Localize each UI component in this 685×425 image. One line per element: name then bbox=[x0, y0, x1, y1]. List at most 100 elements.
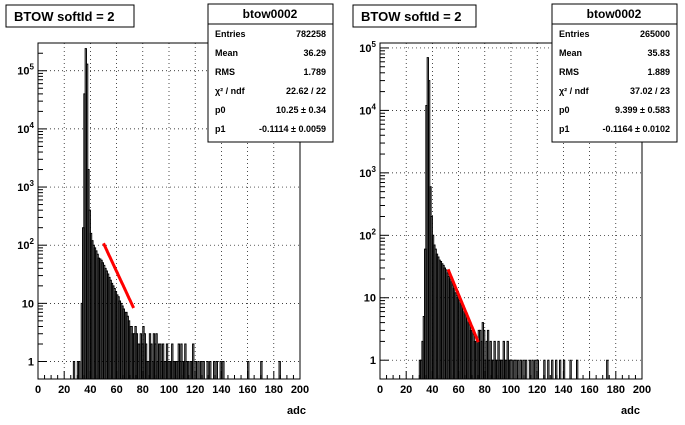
right-y-tick-label: 10 bbox=[364, 293, 376, 305]
left-title-box: BTOW softId = 2 bbox=[5, 4, 135, 28]
left-stats-p1-value: -0.1114 ± 0.0059 bbox=[259, 124, 326, 134]
left-histogram-bin bbox=[199, 360, 203, 379]
right-x-tick-label: 120 bbox=[528, 384, 546, 396]
right-histogram-bin bbox=[486, 329, 490, 379]
left-x-tick-label: 200 bbox=[291, 384, 309, 396]
right-chart-title: BTOW softId = 2 bbox=[361, 9, 462, 24]
right-histogram-bin bbox=[510, 359, 513, 379]
right-stats-rms-value: 1.889 bbox=[647, 67, 670, 77]
left-stats-chi2-label: χ² / ndf bbox=[215, 86, 246, 96]
right-histogram-bin bbox=[543, 359, 546, 379]
right-histogram-bin bbox=[517, 359, 520, 379]
left-histogram-bin bbox=[197, 360, 200, 379]
left-title-frame bbox=[5, 4, 135, 28]
left-x-tick-label: 140 bbox=[212, 384, 230, 396]
right-y-tick-label: 1 bbox=[370, 355, 376, 367]
left-histogram-bin bbox=[278, 360, 281, 379]
left-histogram-bin bbox=[247, 360, 250, 379]
left-stats-rms-value: 1.789 bbox=[303, 67, 326, 77]
left-x-tick-label: 180 bbox=[265, 384, 283, 396]
left-histogram-bin bbox=[194, 360, 198, 379]
right-title-frame bbox=[352, 4, 477, 28]
right-x-tick-label: 100 bbox=[502, 384, 520, 396]
right-fit-curve-group bbox=[446, 268, 480, 343]
right-stats-rms-label: RMS bbox=[559, 67, 579, 77]
right-title-box: BTOW softId = 2 bbox=[352, 4, 477, 28]
left-stats-name: btow0002 bbox=[243, 7, 298, 21]
left-x-tick-label: 60 bbox=[110, 384, 122, 396]
left-stats-mean-label: Mean bbox=[215, 48, 238, 58]
left-fit-curve-group bbox=[102, 242, 135, 309]
right-histogram-bin bbox=[551, 359, 554, 379]
right-histogram-bin bbox=[547, 359, 550, 379]
left-histogram-bin bbox=[78, 360, 81, 379]
right-histogram-bin bbox=[555, 359, 558, 379]
left-stats-rms-label: RMS bbox=[215, 67, 235, 77]
right-x-tick-label: 20 bbox=[400, 384, 412, 396]
right-histogram-bin bbox=[536, 359, 540, 379]
right-x-tick-label: 0 bbox=[377, 384, 383, 396]
left-histogram-panel: 0 20 40 60 80 100 120 140 160 180 200 110102103104… bbox=[5, 3, 334, 417]
left-stats-p0-label: p0 bbox=[215, 105, 226, 115]
right-x-tick-label: 200 bbox=[633, 384, 651, 396]
right-histogram-bin bbox=[576, 359, 579, 379]
left-stats-p0-value: 10.25 ± 0.34 bbox=[276, 105, 326, 115]
right-histogram-series bbox=[418, 57, 609, 379]
right-histogram-bin bbox=[558, 359, 562, 379]
right-stats-mean-value: 35.83 bbox=[647, 48, 670, 58]
right-x-tick-label: 40 bbox=[426, 384, 438, 396]
left-histogram-series bbox=[72, 48, 281, 379]
right-histogram-bin bbox=[519, 359, 522, 379]
right-x-tick-label: 160 bbox=[580, 384, 598, 396]
right-histogram-bin bbox=[524, 359, 528, 379]
right-stats-p1-label: p1 bbox=[559, 124, 570, 134]
right-fit-curve bbox=[446, 268, 480, 343]
right-histogram-bin bbox=[562, 359, 566, 379]
left-histogram-bin bbox=[192, 343, 195, 379]
right-stats-entries-label: Entries bbox=[559, 29, 590, 39]
right-histogram-bin bbox=[569, 359, 572, 379]
left-histogram-bin bbox=[72, 360, 76, 379]
right-stats-entries-value: 265000 bbox=[640, 29, 670, 39]
left-histogram-bin bbox=[219, 360, 222, 379]
left-fit-curve bbox=[102, 242, 135, 309]
right-histogram-bin bbox=[534, 359, 537, 379]
left-histogram-bin bbox=[213, 360, 216, 379]
left-histogram-bin bbox=[155, 333, 158, 379]
left-x-tick-label: 20 bbox=[58, 384, 70, 396]
left-y-tick-label: 10 bbox=[22, 298, 34, 310]
right-histogram-bin bbox=[528, 359, 532, 379]
left-stats-entries-value: 782258 bbox=[296, 29, 326, 39]
right-stats-chi2-value: 37.02 / 23 bbox=[630, 86, 670, 96]
left-histogram-bin bbox=[206, 360, 209, 379]
left-histogram-bin bbox=[260, 360, 263, 379]
left-stats-entries-label: Entries bbox=[215, 29, 246, 39]
left-stats-chi2-value: 22.62 / 22 bbox=[286, 86, 326, 96]
right-stats-p0-label: p0 bbox=[559, 105, 570, 115]
left-histogram-bin bbox=[202, 360, 205, 379]
left-x-tick-label: 0 bbox=[35, 384, 41, 396]
right-stats-p0-value: 9.399 ± 0.583 bbox=[615, 105, 670, 115]
left-stats-box: btow0002 Entries 782258 Mean 36.29 RMS 1… bbox=[207, 3, 334, 143]
right-histogram-bin bbox=[482, 329, 486, 379]
left-x-tick-label: 40 bbox=[84, 384, 96, 396]
right-x-tick-label: 60 bbox=[452, 384, 464, 396]
left-x-axis-title: adc bbox=[287, 405, 306, 417]
right-x-axis-ticks: 0 20 40 60 80 100 120 140 160 180 200 bbox=[377, 371, 651, 396]
left-histogram-bin bbox=[186, 360, 190, 379]
left-histogram-bin bbox=[215, 360, 218, 379]
right-x-tick-label: 80 bbox=[479, 384, 491, 396]
right-histogram-bin bbox=[522, 359, 525, 379]
right-stats-box: btow0002 Entries 265000 Mean 35.83 RMS 1… bbox=[551, 3, 678, 143]
right-stats-name: btow0002 bbox=[587, 7, 642, 21]
right-histogram-bin bbox=[531, 359, 534, 379]
right-x-tick-label: 180 bbox=[607, 384, 625, 396]
right-x-axis-title: adc bbox=[621, 405, 640, 417]
left-chart-title: BTOW softId = 2 bbox=[14, 9, 115, 24]
left-y-tick-label: 1 bbox=[28, 356, 34, 368]
left-stats-frame bbox=[207, 3, 334, 143]
left-x-tick-label: 160 bbox=[238, 384, 256, 396]
left-histogram-bin bbox=[209, 360, 212, 379]
right-histogram-panel: 0 20 40 60 80 100 120 140 160 180 200 110102103104… bbox=[352, 3, 678, 417]
